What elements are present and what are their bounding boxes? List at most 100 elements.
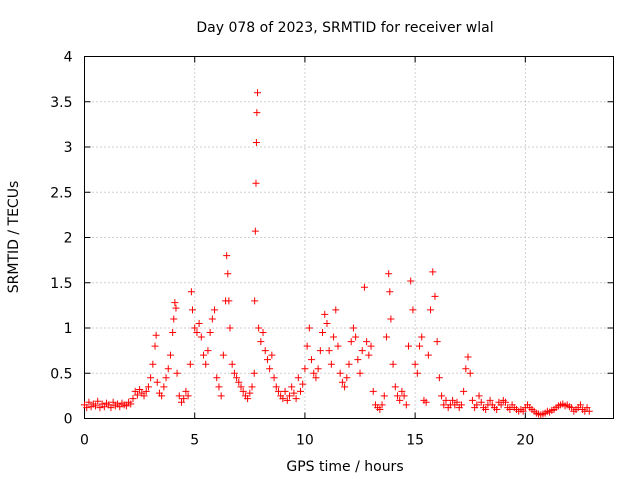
data-point — [100, 403, 108, 411]
data-point — [438, 392, 446, 400]
data-point — [303, 342, 311, 350]
data-point — [175, 392, 183, 400]
data-point — [367, 342, 375, 350]
data-point — [449, 396, 457, 404]
data-point — [225, 297, 233, 305]
data-point — [477, 398, 485, 406]
data-point — [272, 383, 280, 391]
data-point — [193, 329, 201, 337]
data-point — [506, 405, 514, 413]
data-point — [299, 380, 307, 388]
data-point — [147, 374, 155, 382]
data-point — [186, 360, 194, 368]
data-point — [338, 378, 346, 386]
data-point — [411, 360, 419, 368]
data-point — [166, 351, 174, 359]
data-point — [360, 283, 368, 291]
data-point — [341, 383, 349, 391]
data-point — [424, 351, 432, 359]
data-point — [151, 342, 159, 350]
x-axis-label: GPS time / hours — [286, 459, 403, 475]
data-point — [254, 89, 262, 97]
data-point — [266, 365, 274, 373]
data-point — [334, 342, 342, 350]
data-point — [189, 306, 197, 314]
data-point — [164, 365, 172, 373]
data-point — [310, 369, 318, 377]
y-axis-label: SRMTID / TECUs — [6, 181, 22, 294]
data-point — [252, 138, 260, 146]
data-point — [493, 405, 501, 413]
data-point — [389, 360, 397, 368]
data-point — [380, 392, 388, 400]
data-point — [94, 397, 102, 405]
data-point — [274, 387, 282, 395]
data-point — [279, 395, 287, 403]
data-point — [391, 383, 399, 391]
data-point — [251, 227, 259, 235]
data-point — [301, 365, 309, 373]
data-point — [583, 404, 591, 412]
data-point — [129, 395, 137, 403]
data-point — [200, 351, 208, 359]
data-point — [206, 329, 214, 337]
data-point — [153, 378, 161, 386]
data-point — [519, 407, 527, 415]
data-point — [184, 392, 192, 400]
data-point — [228, 360, 236, 368]
data-point — [376, 405, 384, 413]
data-point — [96, 404, 104, 412]
data-point — [219, 351, 227, 359]
data-point — [255, 324, 263, 332]
data-point — [396, 396, 404, 404]
data-point — [191, 324, 199, 332]
data-point — [405, 342, 413, 350]
y-tick-label: 2 — [64, 231, 73, 247]
data-point — [332, 306, 340, 314]
data-point — [208, 315, 216, 323]
data-point — [462, 365, 470, 373]
data-point — [288, 383, 296, 391]
data-point — [354, 356, 362, 364]
data-point — [173, 369, 181, 377]
data-point — [486, 396, 494, 404]
data-point — [482, 405, 490, 413]
data-point — [226, 324, 234, 332]
data-point — [416, 342, 424, 350]
data-point — [323, 319, 331, 327]
data-point — [131, 387, 139, 395]
data-point — [343, 374, 351, 382]
data-point — [233, 374, 241, 382]
y-tick-label: 2.5 — [50, 185, 72, 201]
y-tick-labels: 0 0.5 1 1.5 2 2.5 3 3.5 4 — [50, 50, 72, 428]
y-tick-label: 4 — [64, 50, 73, 66]
data-point — [170, 315, 178, 323]
data-point — [356, 369, 364, 377]
data-point — [314, 365, 322, 373]
data-point — [158, 392, 166, 400]
data-point — [319, 329, 327, 337]
data-point — [466, 369, 474, 377]
data-point — [281, 387, 289, 395]
data-point — [407, 277, 415, 285]
data-point — [136, 386, 144, 394]
data-point — [336, 369, 344, 377]
data-point — [252, 179, 260, 187]
data-point — [294, 374, 302, 382]
data-point — [217, 392, 225, 400]
data-point — [246, 389, 254, 397]
x-tick-label: 0 — [80, 433, 89, 449]
data-point — [122, 402, 130, 410]
data-point — [349, 324, 357, 332]
data-point — [140, 392, 148, 400]
data-point — [263, 356, 271, 364]
data-point — [413, 369, 421, 377]
data-point — [422, 398, 430, 406]
data-point — [244, 395, 252, 403]
data-point — [144, 383, 152, 391]
data-point — [116, 403, 124, 411]
data-point — [409, 306, 417, 314]
data-point — [239, 387, 247, 395]
data-point — [213, 374, 221, 382]
